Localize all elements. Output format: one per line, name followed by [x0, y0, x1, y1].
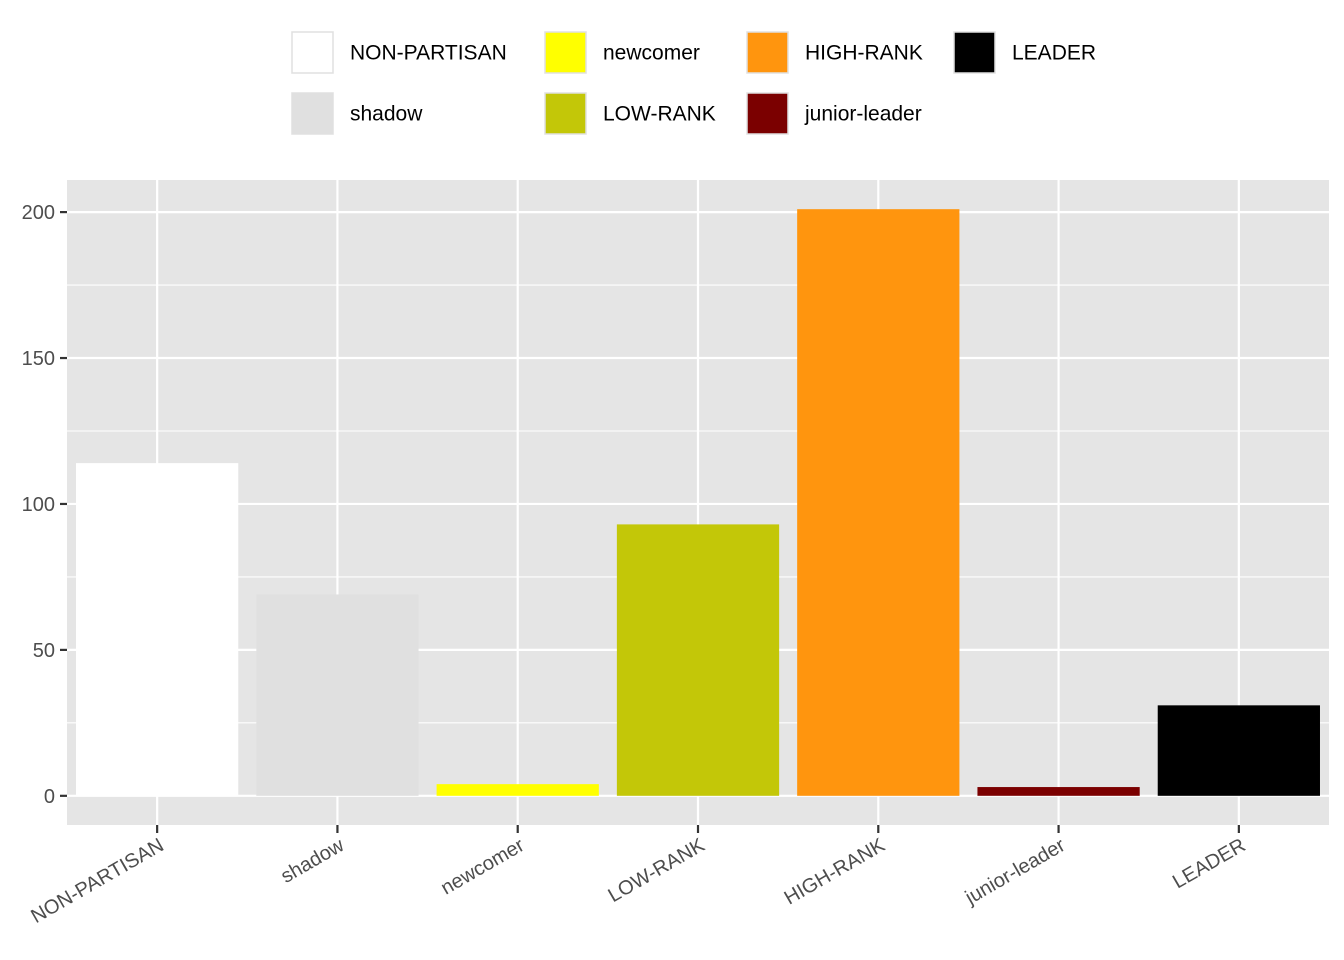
- x-tick-label-junior-leader: junior-leader: [961, 834, 1069, 909]
- x-tick-label-leader: LEADER: [1169, 834, 1249, 893]
- legend-swatch-high-rank: [746, 31, 789, 74]
- y-tick-label: 150: [22, 348, 55, 370]
- bar-non-partisan: [76, 463, 239, 796]
- bar-high-rank: [797, 209, 960, 796]
- x-tick-label-non-partisan: NON-PARTISAN: [27, 834, 167, 928]
- legend-label-junior-leader: junior-leader: [804, 103, 922, 126]
- x-tick-label-shadow: shadow: [277, 834, 348, 888]
- bar-shadow: [256, 594, 419, 796]
- legend-swatch-non-partisan: [291, 31, 334, 74]
- y-tick-label: 50: [33, 640, 55, 662]
- x-tick-label-low-rank: LOW-RANK: [604, 834, 709, 907]
- x-tick-label-newcomer: newcomer: [437, 834, 528, 899]
- legend-label-shadow: shadow: [350, 103, 423, 126]
- legend-swatch-low-rank: [544, 92, 587, 135]
- bar-junior-leader: [977, 787, 1140, 796]
- legend-label-leader: LEADER: [1012, 42, 1096, 65]
- y-tick-label: 0: [44, 786, 55, 808]
- legend-swatch-shadow: [291, 92, 334, 135]
- legend-label-non-partisan: NON-PARTISAN: [350, 42, 507, 65]
- x-axis: NON-PARTISAN shadow newcomer LOW-RANK HIGH-R…: [27, 825, 1249, 928]
- y-tick-label: 100: [22, 494, 55, 516]
- legend-label-low-rank: LOW-RANK: [603, 103, 716, 126]
- bar-leader: [1157, 705, 1320, 796]
- bar-low-rank: [616, 524, 780, 796]
- legend-label-newcomer: newcomer: [603, 42, 700, 65]
- legend-swatch-leader: [953, 31, 996, 74]
- legend: NON-PARTISAN shadow newcomer LOW-RANK HIGH-R…: [291, 31, 1096, 135]
- legend-swatch-junior-leader: [746, 92, 789, 135]
- legend-label-high-rank: HIGH-RANK: [805, 42, 923, 65]
- legend-swatch-newcomer: [544, 31, 587, 74]
- y-tick-label: 200: [22, 202, 55, 224]
- y-axis: 0 50 100 150 200: [22, 202, 67, 808]
- bars: [76, 209, 1320, 796]
- bar-newcomer: [436, 784, 599, 796]
- x-tick-label-high-rank: HIGH-RANK: [781, 834, 890, 909]
